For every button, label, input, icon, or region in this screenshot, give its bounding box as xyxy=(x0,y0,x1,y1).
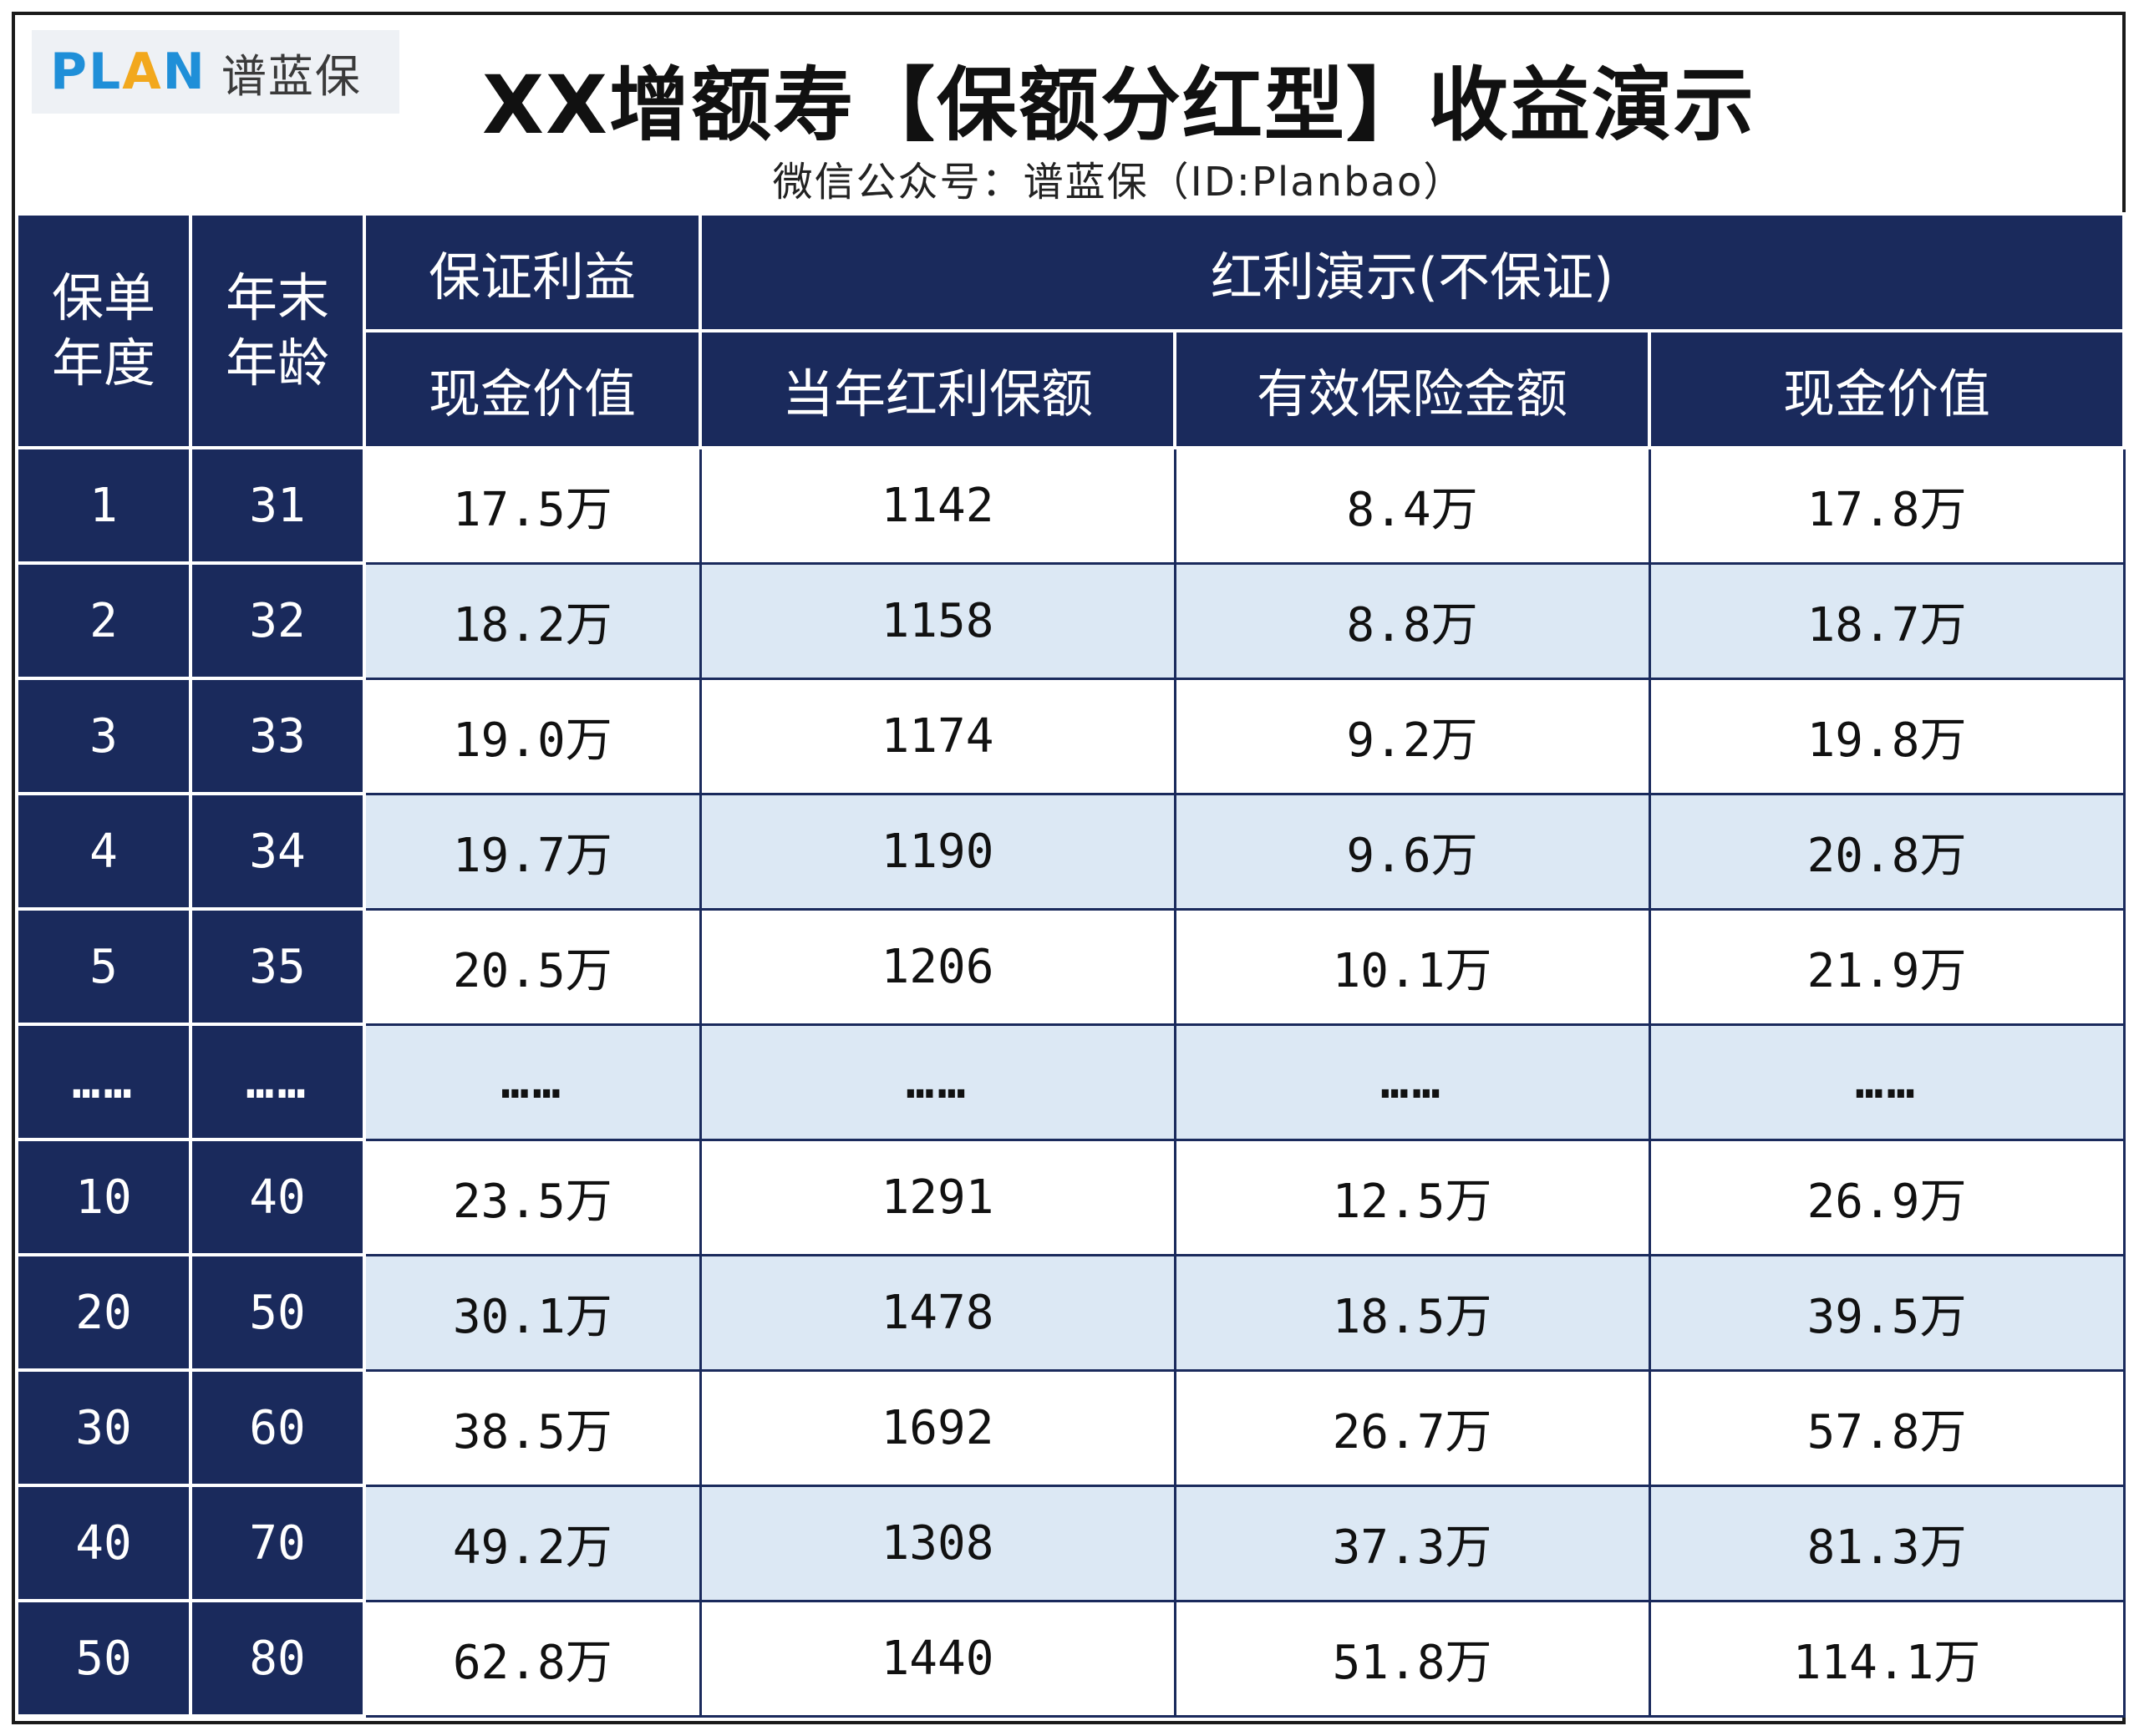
cell-effective-sum-assured: 18.5万 xyxy=(1173,1253,1651,1372)
cell-age: 50 xyxy=(189,1253,366,1372)
cell-annual-bonus: 1142 xyxy=(699,446,1176,565)
header-dividend-cash-value: 现金价值 xyxy=(1647,329,2126,449)
header-annual-bonus: 当年红利保额 xyxy=(699,329,1176,449)
header-policy-year-text: 保单年度 xyxy=(51,267,155,393)
table-row: 30 60 38.5万 1692 26.7万 57.8万 xyxy=(15,1368,2126,1487)
table-row: 2 32 18.2万 1158 8.8万 18.7万 xyxy=(15,561,2126,680)
cell-annual-bonus: 1478 xyxy=(699,1253,1176,1372)
cell-dividend-cash-value: 114.1万 xyxy=(1648,1599,2126,1718)
cell-guaranteed-cash-value: …… xyxy=(363,1023,702,1141)
cell-guaranteed-cash-value: 23.5万 xyxy=(363,1138,702,1256)
page-subtitle: 微信公众号：谱蓝保（ID:Planbao） xyxy=(772,159,1466,206)
header-age: 年末年龄 xyxy=(189,212,366,449)
cell-age: 33 xyxy=(189,677,366,795)
cell-guaranteed-cash-value: 30.1万 xyxy=(363,1253,702,1372)
cell-age: 32 xyxy=(189,561,366,680)
cell-guaranteed-cash-value: 18.2万 xyxy=(363,561,702,680)
document-frame: PLAN 谱蓝保 XX增额寿【保额分红型】收益演示 微信公众号：谱蓝保（ID:P… xyxy=(12,12,2126,1724)
cell-policy-year: 50 xyxy=(15,1599,192,1718)
table-row: 1 31 17.5万 1142 8.4万 17.8万 xyxy=(15,446,2126,565)
cell-dividend-cash-value: 57.8万 xyxy=(1648,1368,2126,1487)
header-dividend-group: 红利演示(不保证) xyxy=(698,212,2126,332)
table-row: 5 35 20.5万 1206 10.1万 21.9万 xyxy=(15,907,2126,1026)
cell-guaranteed-cash-value: 20.5万 xyxy=(363,907,702,1026)
cell-guaranteed-cash-value: 49.2万 xyxy=(363,1484,702,1602)
table-row: 20 50 30.1万 1478 18.5万 39.5万 xyxy=(15,1253,2126,1372)
logo-plan-text: PLAN xyxy=(50,43,206,101)
cell-dividend-cash-value: 18.7万 xyxy=(1648,561,2126,680)
table-row: 4 34 19.7万 1190 9.6万 20.8万 xyxy=(15,792,2126,911)
cell-annual-bonus: 1174 xyxy=(699,677,1176,795)
cell-effective-sum-assured: 37.3万 xyxy=(1173,1484,1651,1602)
cell-guaranteed-cash-value: 19.0万 xyxy=(363,677,702,795)
cell-guaranteed-cash-value: 62.8万 xyxy=(363,1599,702,1718)
table-row: 40 70 49.2万 1308 37.3万 81.3万 xyxy=(15,1484,2126,1602)
cell-effective-sum-assured: 8.4万 xyxy=(1173,446,1651,565)
table-row: 50 80 62.8万 1440 51.8万 114.1万 xyxy=(15,1599,2126,1718)
cell-dividend-cash-value: 39.5万 xyxy=(1648,1253,2126,1372)
cell-dividend-cash-value: 21.9万 xyxy=(1648,907,2126,1026)
cell-policy-year: 30 xyxy=(15,1368,192,1487)
cell-annual-bonus: 1158 xyxy=(699,561,1176,680)
cell-annual-bonus: …… xyxy=(699,1023,1176,1141)
table-row: 3 33 19.0万 1174 9.2万 19.8万 xyxy=(15,677,2126,795)
cell-policy-year: 20 xyxy=(15,1253,192,1372)
cell-effective-sum-assured: 9.2万 xyxy=(1173,677,1651,795)
cell-dividend-cash-value: 17.8万 xyxy=(1648,446,2126,565)
cell-age: 35 xyxy=(189,907,366,1026)
header-guaranteed-cash-value: 现金价值 xyxy=(363,329,702,449)
table-row-ellipsis: …… …… …… …… …… …… xyxy=(15,1023,2126,1141)
cell-policy-year: …… xyxy=(15,1023,192,1141)
cell-effective-sum-assured: 8.8万 xyxy=(1173,561,1651,680)
cell-age: 40 xyxy=(189,1138,366,1256)
table-row: 10 40 23.5万 1291 12.5万 26.9万 xyxy=(15,1138,2126,1256)
cell-age: 70 xyxy=(189,1484,366,1602)
header: PLAN 谱蓝保 XX增额寿【保额分红型】收益演示 微信公众号：谱蓝保（ID:P… xyxy=(15,15,2122,216)
cell-age: 80 xyxy=(189,1599,366,1718)
cell-annual-bonus: 1440 xyxy=(699,1599,1176,1718)
page-title: XX增额寿【保额分红型】收益演示 xyxy=(481,58,1756,152)
cell-policy-year: 4 xyxy=(15,792,192,911)
cell-policy-year: 5 xyxy=(15,907,192,1026)
cell-age: …… xyxy=(189,1023,366,1141)
cell-effective-sum-assured: …… xyxy=(1173,1023,1651,1141)
header-age-text: 年末年龄 xyxy=(225,267,329,393)
illustration-table: 保单年度 年末年龄 保证利益 红利演示(不保证) 现金价值 当年红利保额 有效保… xyxy=(15,212,2126,1718)
cell-effective-sum-assured: 26.7万 xyxy=(1173,1368,1651,1487)
cell-dividend-cash-value: 26.9万 xyxy=(1648,1138,2126,1256)
cell-age: 60 xyxy=(189,1368,366,1487)
cell-policy-year: 1 xyxy=(15,446,192,565)
cell-effective-sum-assured: 9.6万 xyxy=(1173,792,1651,911)
cell-effective-sum-assured: 51.8万 xyxy=(1173,1599,1651,1718)
cell-annual-bonus: 1308 xyxy=(699,1484,1176,1602)
header-policy-year: 保单年度 xyxy=(15,212,192,449)
cell-dividend-cash-value: …… xyxy=(1648,1023,2126,1141)
cell-annual-bonus: 1692 xyxy=(699,1368,1176,1487)
cell-guaranteed-cash-value: 38.5万 xyxy=(363,1368,702,1487)
cell-guaranteed-cash-value: 19.7万 xyxy=(363,792,702,911)
cell-dividend-cash-value: 19.8万 xyxy=(1648,677,2126,795)
cell-annual-bonus: 1291 xyxy=(699,1138,1176,1256)
cell-guaranteed-cash-value: 17.5万 xyxy=(363,446,702,565)
header-effective-sum-assured: 有效保险金额 xyxy=(1173,329,1651,449)
cell-effective-sum-assured: 12.5万 xyxy=(1173,1138,1651,1256)
plan-logo: PLAN 谱蓝保 xyxy=(32,30,399,114)
cell-dividend-cash-value: 20.8万 xyxy=(1648,792,2126,911)
header-guaranteed-group: 保证利益 xyxy=(363,212,702,332)
cell-annual-bonus: 1206 xyxy=(699,907,1176,1026)
cell-annual-bonus: 1190 xyxy=(699,792,1176,911)
cell-dividend-cash-value: 81.3万 xyxy=(1648,1484,2126,1602)
cell-effective-sum-assured: 10.1万 xyxy=(1173,907,1651,1026)
cell-policy-year: 2 xyxy=(15,561,192,680)
cell-policy-year: 10 xyxy=(15,1138,192,1256)
cell-age: 34 xyxy=(189,792,366,911)
cell-age: 31 xyxy=(189,446,366,565)
cell-policy-year: 40 xyxy=(15,1484,192,1602)
logo-brand-name: 谱蓝保 xyxy=(221,49,362,103)
cell-policy-year: 3 xyxy=(15,677,192,795)
